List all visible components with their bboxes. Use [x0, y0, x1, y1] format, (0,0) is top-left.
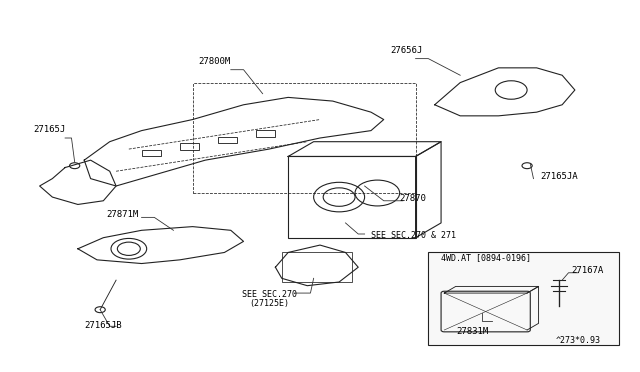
Text: SEE SEC.270: SEE SEC.270 — [241, 290, 296, 299]
Bar — [428, 253, 620, 345]
Text: 27165J: 27165J — [33, 125, 65, 134]
Bar — [193, 83, 415, 193]
Text: 27165JB: 27165JB — [84, 321, 122, 330]
Text: 27165JA: 27165JA — [540, 171, 577, 181]
Text: (27125E): (27125E) — [249, 299, 289, 308]
Text: 27800M: 27800M — [199, 57, 231, 66]
Text: 27831M: 27831M — [457, 327, 489, 336]
Text: 27871M: 27871M — [106, 211, 139, 219]
Bar — [256, 130, 275, 137]
Text: 27870: 27870 — [399, 194, 426, 203]
Text: 4WD.AT [0894-0196]: 4WD.AT [0894-0196] — [441, 254, 531, 263]
Text: SEE SEC.270 & 271: SEE SEC.270 & 271 — [371, 231, 456, 240]
Bar — [180, 143, 199, 150]
Bar — [218, 137, 237, 143]
Text: 27656J: 27656J — [390, 46, 422, 55]
Text: 27167A: 27167A — [572, 266, 604, 275]
Bar — [141, 150, 161, 157]
Text: ^273*0.93: ^273*0.93 — [556, 336, 601, 345]
Bar — [288, 157, 415, 238]
Bar — [282, 253, 352, 282]
